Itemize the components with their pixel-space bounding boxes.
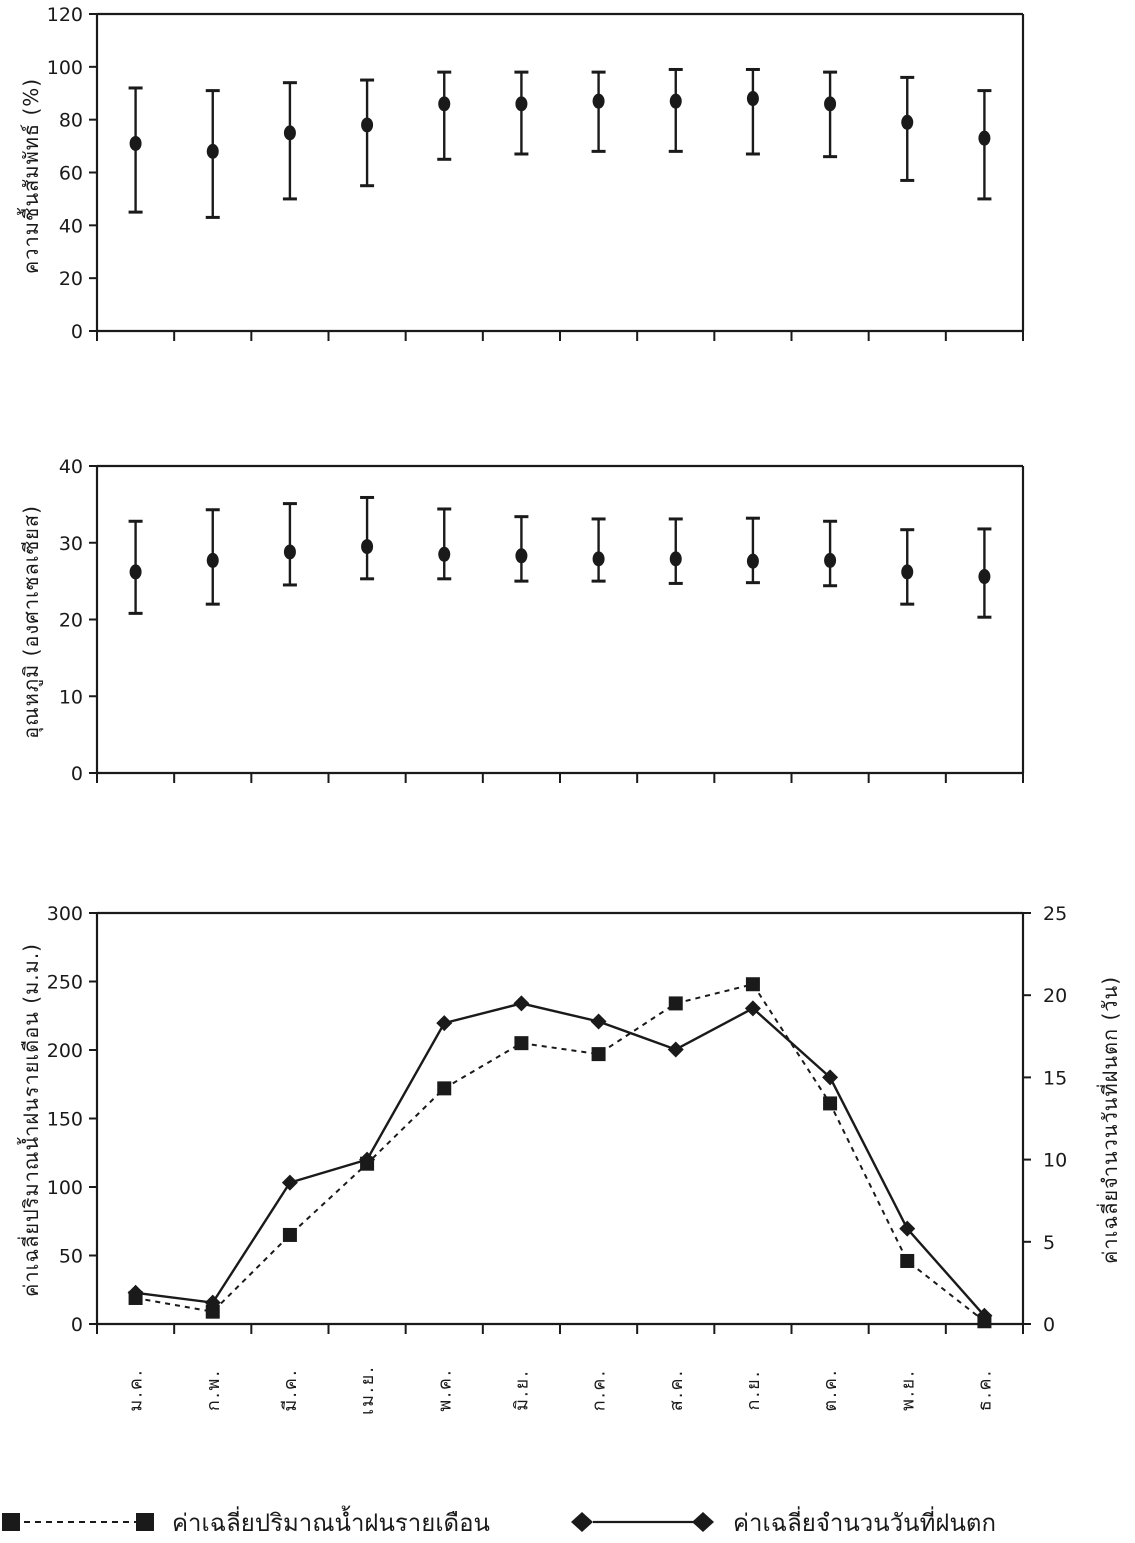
- rainy-days-series-line: [135, 1002, 986, 1317]
- temperature-y-tick-label: 0: [71, 763, 83, 785]
- rainy-days-y2-tick-label: 5: [1043, 1232, 1055, 1254]
- rainfall-y-tick-label: 300: [47, 903, 83, 925]
- rainy-days-point: [667, 1041, 684, 1058]
- month-label: เม.ย.: [357, 1365, 378, 1415]
- month-label: ม.ค.: [126, 1368, 147, 1411]
- rainfall-series-line: [135, 983, 986, 1323]
- legend-days-marker-left: [571, 1512, 593, 1532]
- temperature-y-tick-label: 30: [59, 533, 83, 555]
- humidity-mean-point: [824, 96, 837, 112]
- rainfall-point: [205, 1304, 220, 1319]
- humidity-y-tick-label: 40: [59, 215, 83, 237]
- humidity-mean-point: [978, 130, 991, 146]
- temperature-y-tick-label: 20: [59, 610, 83, 632]
- rainfall-point: [514, 1036, 529, 1051]
- rainy-days-point: [281, 1174, 298, 1191]
- rainfall-y-tick-label: 200: [47, 1040, 83, 1062]
- rainy-days-point: [744, 1000, 761, 1017]
- rainy-days-y2-tick-label: 20: [1043, 985, 1067, 1007]
- month-label: พ.ค.: [434, 1368, 455, 1411]
- rainy-days-point: [513, 995, 530, 1012]
- rainy-days-point: [204, 1294, 221, 1311]
- rainfall-point: [900, 1253, 915, 1268]
- humidity-y-tick-label: 60: [59, 163, 83, 185]
- legend: ค่าเฉลี่ยปริมาณน้ำฝนรายเดือน ค่าเฉลี่ยจำ…: [2, 1505, 996, 1537]
- rainfall-point: [282, 1227, 297, 1242]
- temperature-y-axis-title: อุณหภูมิ (องศาเซลเซียส): [19, 505, 44, 739]
- rainy-days-point: [127, 1284, 144, 1301]
- rainfall-chart: ค่าเฉลี่ยปริมาณน้ำฝนรายเดือน (ม.ม.) ค่าเ…: [17, 903, 1122, 1415]
- rainfall-point: [823, 1096, 838, 1111]
- humidity-mean-point: [361, 117, 374, 133]
- month-label: มี.ค.: [280, 1368, 301, 1411]
- temperature-mean-point: [515, 548, 528, 564]
- humidity-y-tick-label: 0: [71, 321, 83, 343]
- legend-rain-label: ค่าเฉลี่ยปริมาณน้ำฝนรายเดือน: [172, 1505, 490, 1537]
- humidity-mean-point: [746, 91, 759, 107]
- rainy-days-point: [590, 1013, 607, 1030]
- humidity-chart: ความชื้นสัมพัทธ์ (%) 0 20 40 60 80 100 120: [17, 4, 1025, 343]
- temperature-mean-point: [129, 564, 142, 580]
- temperature-mean-point: [669, 551, 682, 567]
- rainy-days-y-axis-title: ค่าเฉลี่ยจำนวนวันที่ฝนตก (วัน): [1096, 976, 1122, 1264]
- humidity-mean-point: [669, 93, 682, 109]
- temperature-mean-point: [978, 569, 991, 585]
- humidity-mean-point: [129, 135, 142, 151]
- temperature-y-tick-label: 10: [59, 686, 83, 708]
- rainy-days-point: [359, 1151, 376, 1168]
- humidity-mean-point: [901, 114, 914, 130]
- month-label: มิ.ย.: [511, 1369, 532, 1411]
- temperature-y-tick-label: 40: [59, 456, 83, 478]
- rainy-days-y2-tick-label: 10: [1043, 1150, 1067, 1172]
- month-label: ธ.ค.: [974, 1369, 995, 1411]
- humidity-mean-point: [283, 125, 296, 141]
- temperature-mean-point: [361, 539, 374, 555]
- humidity-y-tick-label: 120: [47, 4, 83, 26]
- month-label: ก.ค.: [589, 1369, 610, 1411]
- month-label: ส.ค.: [666, 1369, 687, 1411]
- legend-rain-marker-right: [136, 1513, 154, 1531]
- rainfall-y-tick-label: 150: [47, 1109, 83, 1131]
- temperature-mean-point: [283, 544, 296, 560]
- temperature-mean-point: [901, 564, 914, 580]
- humidity-mean-point: [592, 93, 605, 109]
- temperature-mean-point: [438, 546, 451, 562]
- humidity-y-tick-label: 20: [59, 268, 83, 290]
- rainfall-point: [437, 1081, 452, 1096]
- humidity-y-axis-title: ความชื้นสัมพัทธ์ (%): [17, 78, 43, 274]
- rainfall-y-tick-label: 0: [71, 1314, 83, 1336]
- humidity-mean-point: [515, 96, 528, 112]
- humidity-y-tick-label: 100: [47, 57, 83, 79]
- rainy-days-point: [822, 1069, 839, 1086]
- humidity-mean-point: [206, 143, 219, 159]
- temperature-chart: อุณหภูมิ (องศาเซลเซียส) 0 10 20 30 40: [19, 456, 1025, 785]
- legend-rain-marker-left: [2, 1513, 20, 1531]
- rainfall-point: [668, 996, 683, 1011]
- legend-days-marker-right: [692, 1512, 714, 1532]
- rainy-days-y2-tick-label: 25: [1043, 903, 1067, 925]
- month-label: ก.พ.: [203, 1369, 224, 1411]
- rainfall-point: [745, 977, 760, 992]
- temperature-mean-point: [592, 551, 605, 567]
- rainfall-y-tick-label: 50: [59, 1246, 83, 1268]
- month-label: ก.ย.: [743, 1370, 764, 1411]
- rainfall-y-axis-title: ค่าเฉลี่ยปริมาณน้ำฝนรายเดือน (ม.ม.): [17, 943, 43, 1297]
- month-label: พ.ย.: [897, 1369, 918, 1411]
- temperature-mean-point: [746, 553, 759, 569]
- temperature-mean-point: [206, 552, 219, 568]
- rainy-days-point: [976, 1307, 993, 1324]
- humidity-mean-point: [438, 96, 451, 112]
- month-label: ต.ค.: [820, 1368, 841, 1411]
- rainy-days-y2-tick-label: 15: [1043, 1067, 1067, 1089]
- rainfall-point: [591, 1047, 606, 1062]
- rainy-days-point: [899, 1220, 916, 1237]
- temperature-mean-point: [824, 552, 837, 568]
- rainy-days-point: [436, 1015, 453, 1032]
- rainy-days-y2-tick-label: 0: [1043, 1314, 1055, 1336]
- humidity-y-tick-label: 80: [59, 110, 83, 132]
- legend-days-label: ค่าเฉลี่ยจำนวนวันที่ฝนตก: [733, 1506, 996, 1537]
- rainfall-y-tick-label: 100: [47, 1177, 83, 1199]
- rainfall-y-tick-label: 250: [47, 972, 83, 994]
